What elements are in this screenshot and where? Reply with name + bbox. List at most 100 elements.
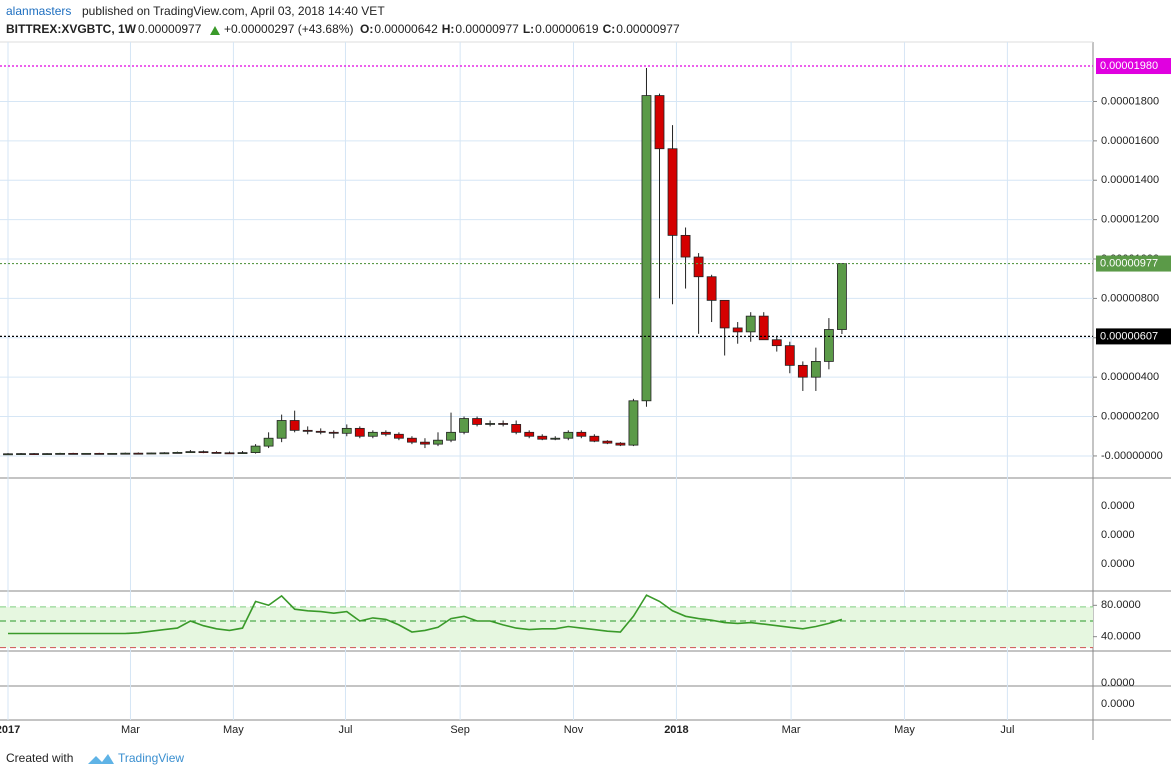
candle-body xyxy=(758,315,769,341)
ohlc-text: 0.00000977 xyxy=(616,22,680,36)
macd-tick-label: 0.0000 xyxy=(1101,529,1135,541)
candle-body xyxy=(719,299,730,329)
candle-body xyxy=(81,452,92,455)
candle-body xyxy=(133,452,144,455)
candle-body xyxy=(29,453,39,455)
ohlc-text: C: xyxy=(603,22,616,36)
y-tick-label: 0.00000200 xyxy=(1101,410,1159,422)
candle-body xyxy=(771,339,782,347)
rsi-line xyxy=(8,594,843,635)
candle-body xyxy=(289,420,300,431)
pane4-tick-label: 0.0000 xyxy=(1101,677,1135,689)
x-tick-label: Mar xyxy=(782,724,801,736)
published: published on TradingView.com, April 03, … xyxy=(82,4,385,18)
candle-body xyxy=(667,148,678,236)
candle-body xyxy=(16,453,26,455)
candle-body xyxy=(328,431,339,434)
author[interactable]: alanmasters xyxy=(6,4,71,18)
candle-body xyxy=(498,423,509,425)
price-label: 0.00000607 xyxy=(1100,330,1158,342)
candle-body xyxy=(810,361,821,378)
rsi-tick-label: 40.0000 xyxy=(1101,631,1141,643)
candle-body xyxy=(159,452,170,455)
logo xyxy=(88,754,114,764)
x-tick-label: Jul xyxy=(338,724,352,736)
last-price: 0.00000977 xyxy=(138,22,202,36)
candle-body xyxy=(511,424,522,433)
candle-body xyxy=(185,451,196,454)
price-label-box xyxy=(1096,255,1171,272)
x-tick-label: May xyxy=(894,724,915,736)
candle-body xyxy=(641,95,652,402)
candle-body xyxy=(315,430,326,433)
macd-tick-label: 0.0000 xyxy=(1101,500,1135,512)
candle-body xyxy=(120,452,131,455)
candle-body xyxy=(706,276,717,301)
candle-body xyxy=(485,423,496,425)
candle-body xyxy=(42,453,52,455)
rsi-tick-label: 80.0000 xyxy=(1101,599,1141,611)
candle-body xyxy=(407,437,417,443)
ohlc-text: O: xyxy=(360,22,373,36)
ohlc-text: L: xyxy=(523,22,534,36)
footer-brand[interactable]: TradingView xyxy=(118,751,184,765)
candle-body xyxy=(472,418,482,425)
x-tick-label: Sep xyxy=(450,724,470,736)
candle-body xyxy=(393,433,404,439)
candle-body xyxy=(784,345,795,366)
x-tick-label: 2017 xyxy=(0,724,20,736)
candle-body xyxy=(237,452,248,454)
up-arrow xyxy=(210,26,220,35)
candle-body xyxy=(446,431,456,441)
candle-body xyxy=(94,452,105,455)
candle-body xyxy=(459,418,469,433)
candle-body xyxy=(797,364,808,378)
candle-body xyxy=(550,437,561,440)
candle-body xyxy=(576,431,587,437)
candle-body xyxy=(680,234,691,258)
candle-body xyxy=(420,441,430,445)
price-label: 0.00001980 xyxy=(1100,60,1158,72)
candle-body xyxy=(341,427,352,434)
price-label: 0.00000977 xyxy=(1100,257,1158,269)
candle-body xyxy=(224,452,235,455)
y-tick-label: 0.00001200 xyxy=(1101,214,1159,226)
candle-body xyxy=(602,440,613,444)
candle-body xyxy=(524,431,535,437)
ohlc-text: H: xyxy=(442,22,455,36)
candle-body xyxy=(198,451,209,454)
candle-body xyxy=(250,445,261,453)
ohlc-text: 0.00000642 xyxy=(374,22,438,36)
candle-body xyxy=(654,95,665,150)
candle-body xyxy=(563,431,574,439)
ohlc-text: 0.00000977 xyxy=(455,22,519,36)
candle-body xyxy=(380,431,391,435)
candle-body xyxy=(55,452,66,455)
rsi-band xyxy=(0,606,1093,648)
pane5-tick-label: 0.0000 xyxy=(1101,698,1135,710)
price-label-box xyxy=(1096,328,1171,345)
candle-body xyxy=(628,400,639,446)
ohlc-text: 0.00000619 xyxy=(535,22,599,36)
symbol: BITTREX:XVGBTC, 1W xyxy=(6,22,137,36)
x-tick-label: Mar xyxy=(121,724,140,736)
candle-body xyxy=(276,420,287,439)
y-tick-label: -0.00000000 xyxy=(1101,450,1163,462)
candle-body xyxy=(146,452,157,455)
candle-body xyxy=(589,435,600,442)
candle-body xyxy=(172,451,183,454)
x-tick-label: 2018 xyxy=(664,724,688,736)
candle-body xyxy=(302,429,313,432)
price-label-box xyxy=(1096,58,1171,75)
candle-body xyxy=(3,453,13,456)
candle-body xyxy=(433,439,443,445)
candle-body xyxy=(367,431,378,437)
candle-body xyxy=(837,263,847,330)
candle-body xyxy=(263,437,274,447)
candle-body xyxy=(68,452,79,455)
candle-body xyxy=(537,435,548,440)
candle-body xyxy=(107,452,118,455)
y-tick-label: 0.00001800 xyxy=(1101,95,1159,107)
candle-body xyxy=(211,451,222,454)
